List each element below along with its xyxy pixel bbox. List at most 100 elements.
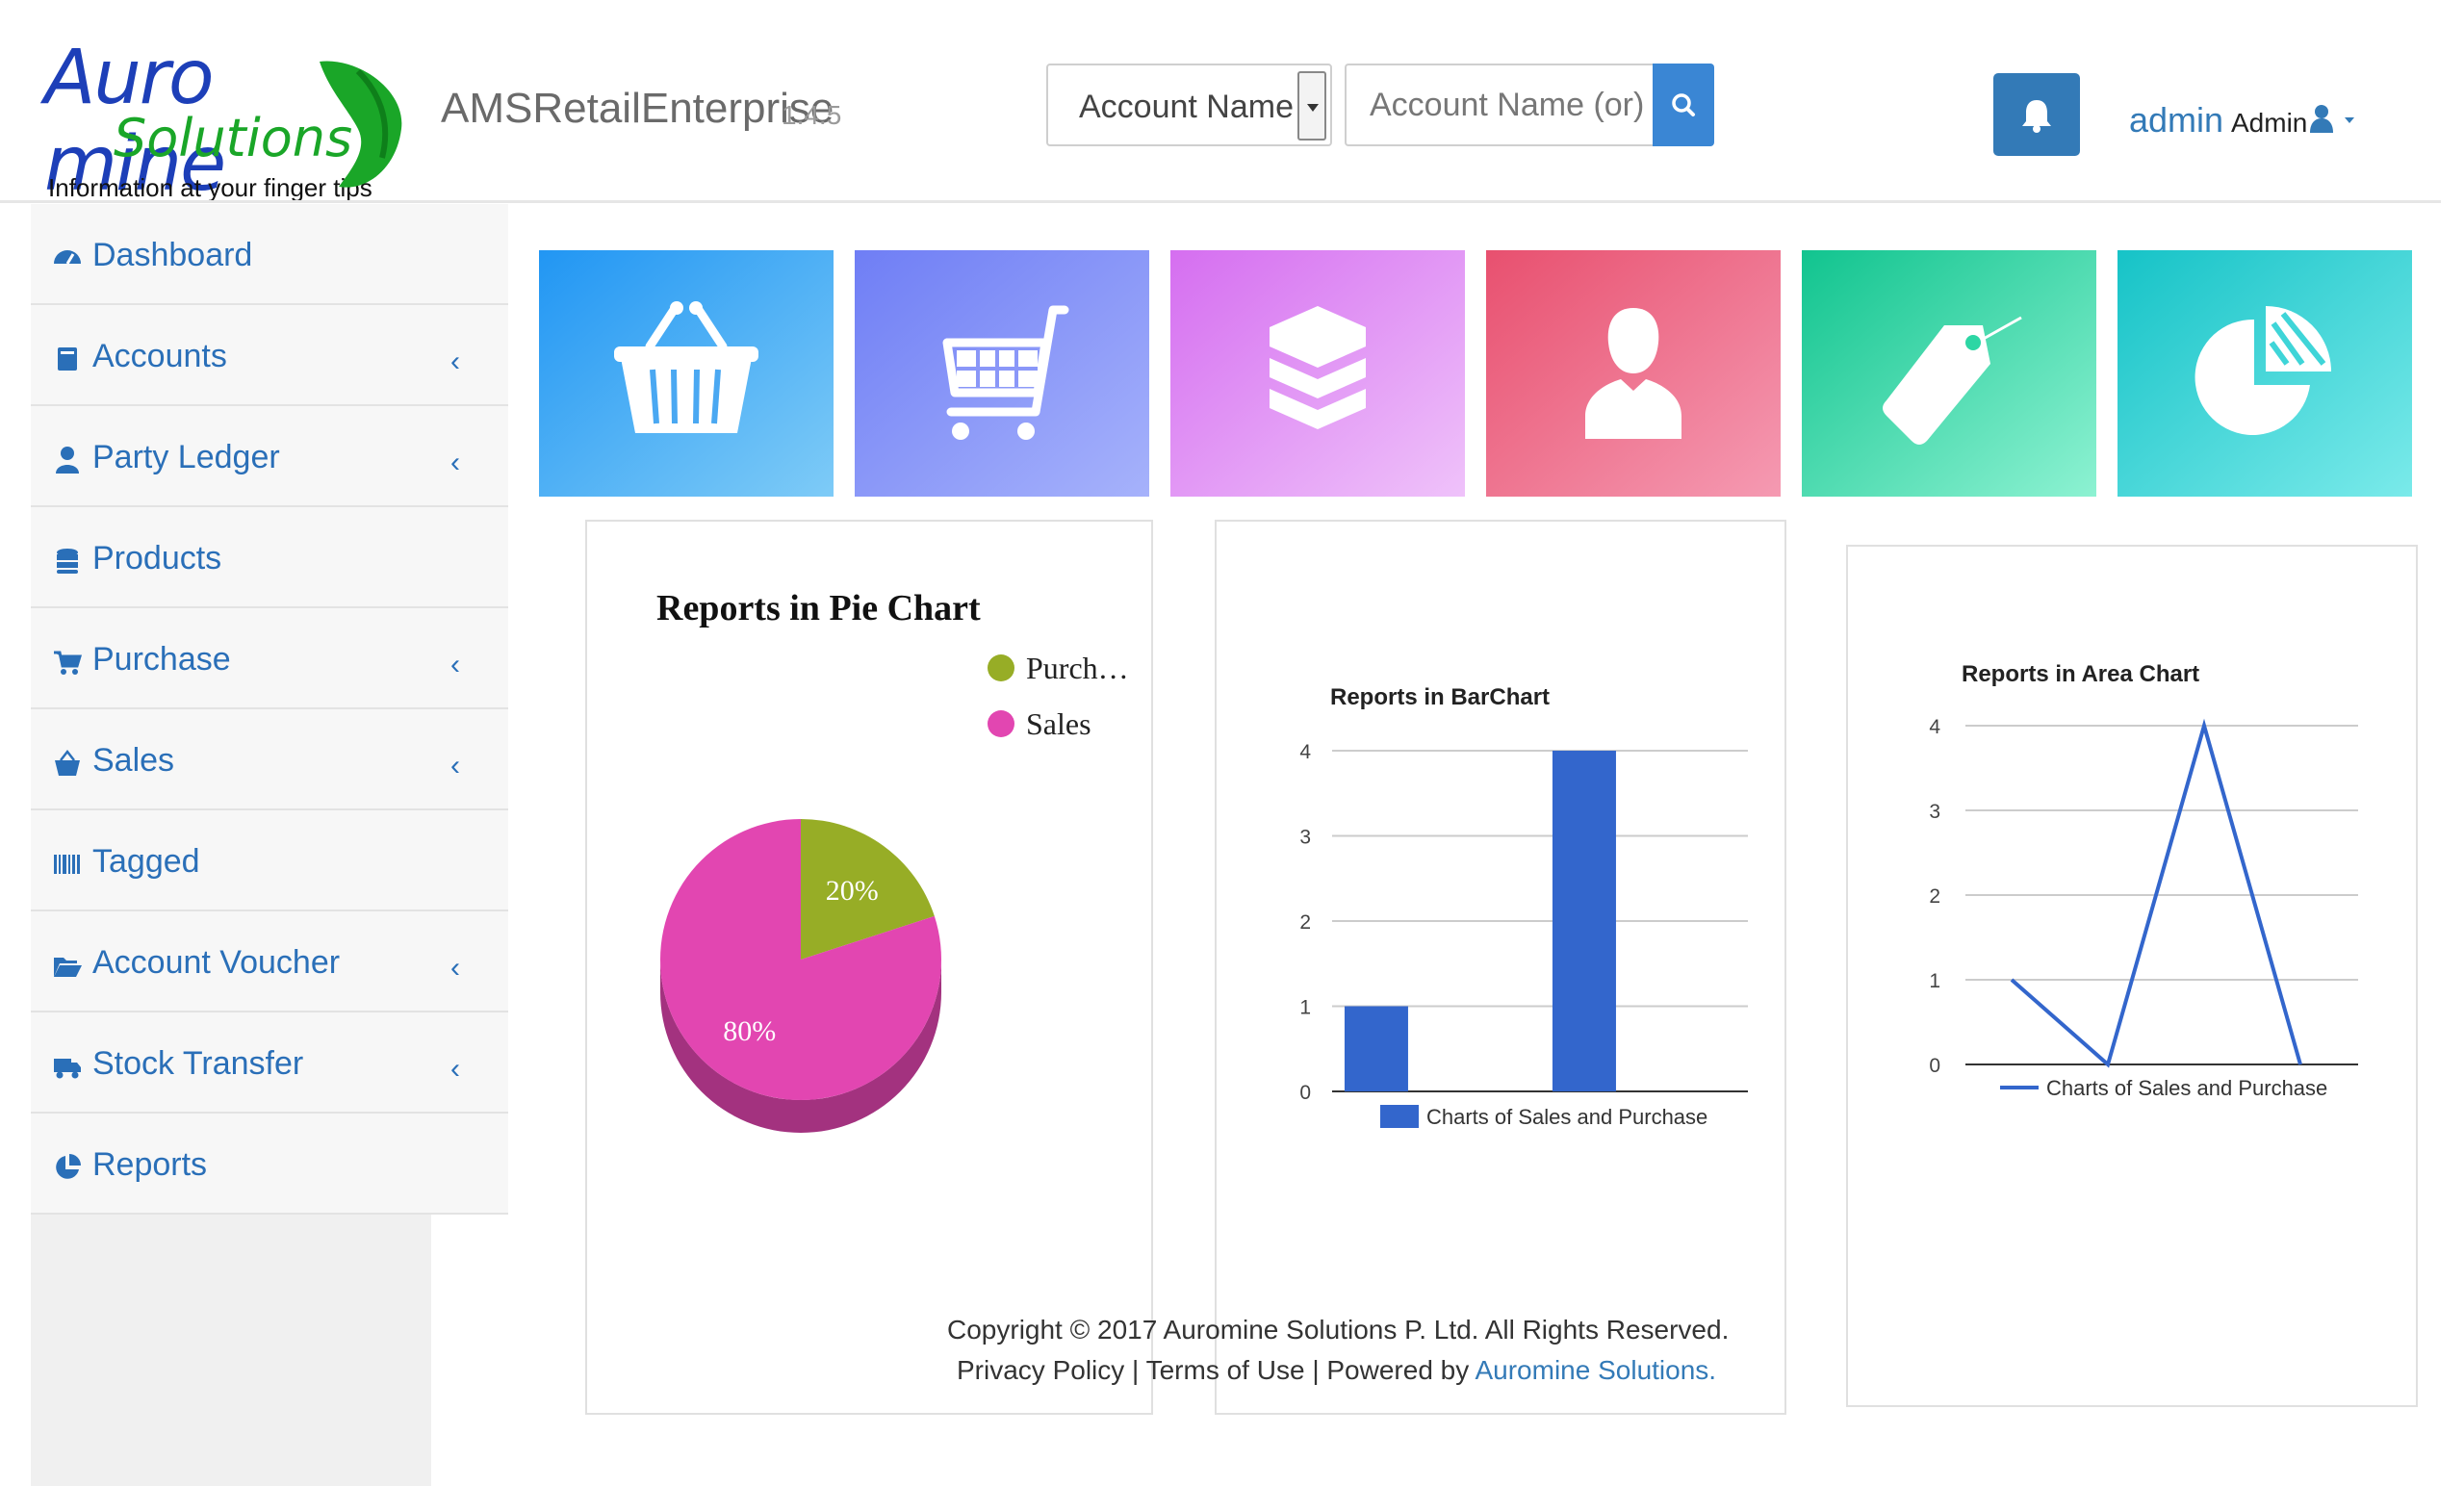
pie-slice-side (660, 960, 941, 1133)
chevron-left-icon[interactable]: ‹ (450, 1053, 460, 1085)
sidebar-item-label: Account Voucher (92, 944, 341, 981)
area-ytick-label: 4 (1929, 716, 1940, 738)
chevron-left-icon[interactable]: ‹ (450, 447, 460, 478)
search-icon (1672, 93, 1695, 116)
sidebar-item-label: Sales (92, 742, 175, 779)
tag-icon (1802, 250, 2096, 497)
dashboard-tile-tag[interactable] (1802, 250, 2096, 497)
area-chart-panel: Reports in Area Chart 0 1 2 3 4 Charts of Sale… (1846, 545, 2418, 1407)
bar-ytick-label: 0 (1299, 1082, 1311, 1104)
layers-icon (1170, 250, 1465, 497)
chevron-left-icon[interactable]: ‹ (450, 346, 460, 377)
username-link[interactable]: admin (2129, 100, 2224, 140)
sidebar-item-purchase[interactable]: Purchase ‹ (31, 608, 508, 709)
pie-chart-icon (2118, 250, 2412, 497)
caret-down-icon (2345, 117, 2354, 123)
notifications-button[interactable] (1993, 73, 2080, 156)
logo-tagline: Information at your finger tips (48, 173, 372, 202)
cart-icon (54, 651, 83, 675)
sidebar-item-label: Tagged (92, 843, 200, 880)
area-ytick-label: 0 (1929, 1055, 1940, 1077)
company-logo[interactable]: Auro mine Solutions Information at your … (38, 35, 402, 208)
bar-ytick-label: 2 (1299, 911, 1311, 934)
folder-open-icon (54, 958, 82, 977)
basket-icon (55, 749, 80, 776)
area-chart-title: Reports in Area Chart (1962, 661, 2199, 687)
sidebar-item-dashboard[interactable]: Dashboard (31, 204, 508, 305)
footer-separator: | (1312, 1355, 1327, 1385)
bell-icon (2022, 100, 2051, 133)
pie-legend-swatch (988, 654, 1014, 681)
bar-chart-title: Reports in BarChart (1330, 684, 1550, 710)
select-caret-icon[interactable] (1297, 71, 1326, 141)
user-role: Admin (2231, 108, 2308, 138)
chevron-left-icon[interactable]: ‹ (450, 649, 460, 680)
bar-ytick-label: 4 (1299, 741, 1311, 763)
sidebar-item-products[interactable]: Products (31, 507, 508, 608)
chevron-left-icon[interactable]: ‹ (450, 952, 460, 984)
sidebar-item-reports[interactable]: Reports (31, 1114, 508, 1215)
user-icon (1486, 250, 1781, 497)
sidebar-item-label: Reports (92, 1146, 208, 1183)
account-type-value: Account Name (1079, 89, 1294, 125)
bar-ytick-label: 1 (1299, 997, 1311, 1019)
dashboard-tile-basket[interactable] (539, 250, 834, 497)
footer-separator: | (1132, 1355, 1146, 1385)
app-version: 1.4.5 (782, 100, 842, 130)
area-ytick-label: 3 (1929, 801, 1940, 823)
area-chart: Reports in Area Chart 0 1 2 3 4 Charts of Sale… (1929, 661, 2358, 1100)
pie-legend-label: Sales (1026, 706, 1091, 741)
pie-slice-label: 20% (826, 875, 879, 907)
sidebar-item-label: Dashboard (92, 237, 253, 273)
bar-chart-panel: Reports in BarChart 0 1 2 3 4 Charts of Sales … (1215, 520, 1786, 1415)
dashboard-icon (54, 250, 81, 265)
powered-by-text: Powered by (1326, 1355, 1476, 1385)
bar-chart: Reports in BarChart 0 1 2 3 4 Charts of Sales … (1299, 684, 1748, 1129)
sidebar-item-tagged[interactable]: Tagged (31, 810, 508, 911)
terms-of-use-link[interactable]: Terms of Use (1145, 1355, 1305, 1385)
bar (1552, 751, 1616, 1091)
area-legend-label: Charts of Sales and Purchase (2046, 1076, 2327, 1100)
bar-ytick-label: 3 (1299, 827, 1311, 849)
account-search-input[interactable] (1345, 64, 1653, 146)
sidebar-item-label: Accounts (92, 338, 227, 374)
sidebar-item-stock-transfer[interactable]: Stock Transfer ‹ (31, 1012, 508, 1114)
pie-chart-panel: Reports in Pie Chart Purch… Sales 20% 80% (585, 520, 1153, 1415)
logo-line2: Solutions (114, 108, 353, 168)
barcode-icon (54, 855, 80, 874)
pie-chart-icon (56, 1154, 81, 1179)
search-button[interactable] (1653, 64, 1714, 146)
user-menu-toggle[interactable] (2310, 104, 2362, 137)
bar (1344, 1006, 1408, 1091)
header-divider (0, 200, 2441, 203)
pie-chart-title: Reports in Pie Chart (656, 588, 981, 628)
truck-icon (54, 1059, 81, 1079)
sidebar-item-accounts[interactable]: Accounts ‹ (31, 305, 508, 406)
sidebar-nav: Dashboard Accounts ‹ Party Ledger ‹ Products P… (31, 204, 508, 1215)
basket-icon (539, 250, 834, 497)
pie-slice (660, 819, 941, 1100)
app-title: AMSRetailEnterprise (441, 85, 834, 132)
chevron-left-icon[interactable]: ‹ (450, 750, 460, 781)
sidebar-item-party-ledger[interactable]: Party Ledger ‹ (31, 406, 508, 507)
footer-links: Privacy Policy | Terms of Use | Powered … (957, 1355, 1716, 1386)
dashboard-tile-pie-chart[interactable] (2118, 250, 2412, 497)
sidebar-item-label: Party Ledger (92, 439, 280, 475)
area-ytick-label: 2 (1929, 885, 1940, 908)
bar-legend-swatch (1380, 1105, 1419, 1128)
dashboard-tile-user[interactable] (1486, 250, 1781, 497)
cart-icon (855, 250, 1149, 497)
dashboard-tile-layers[interactable] (1170, 250, 1465, 497)
privacy-policy-link[interactable]: Privacy Policy (957, 1355, 1125, 1385)
user-icon (56, 447, 79, 474)
dashboard-tile-cart[interactable] (855, 250, 1149, 497)
book-icon (58, 347, 77, 371)
sidebar-item-sales[interactable]: Sales ‹ (31, 709, 508, 810)
auromine-link[interactable]: Auromine Solutions. (1475, 1355, 1717, 1385)
account-type-select[interactable]: Account Name (1046, 64, 1332, 146)
sidebar-item-account-voucher[interactable]: Account Voucher ‹ (31, 911, 508, 1012)
pie-slice (801, 819, 935, 960)
sidebar-item-label: Stock Transfer (92, 1045, 304, 1082)
footer-copyright: Copyright © 2017 Auromine Solutions P. L… (947, 1315, 1730, 1345)
